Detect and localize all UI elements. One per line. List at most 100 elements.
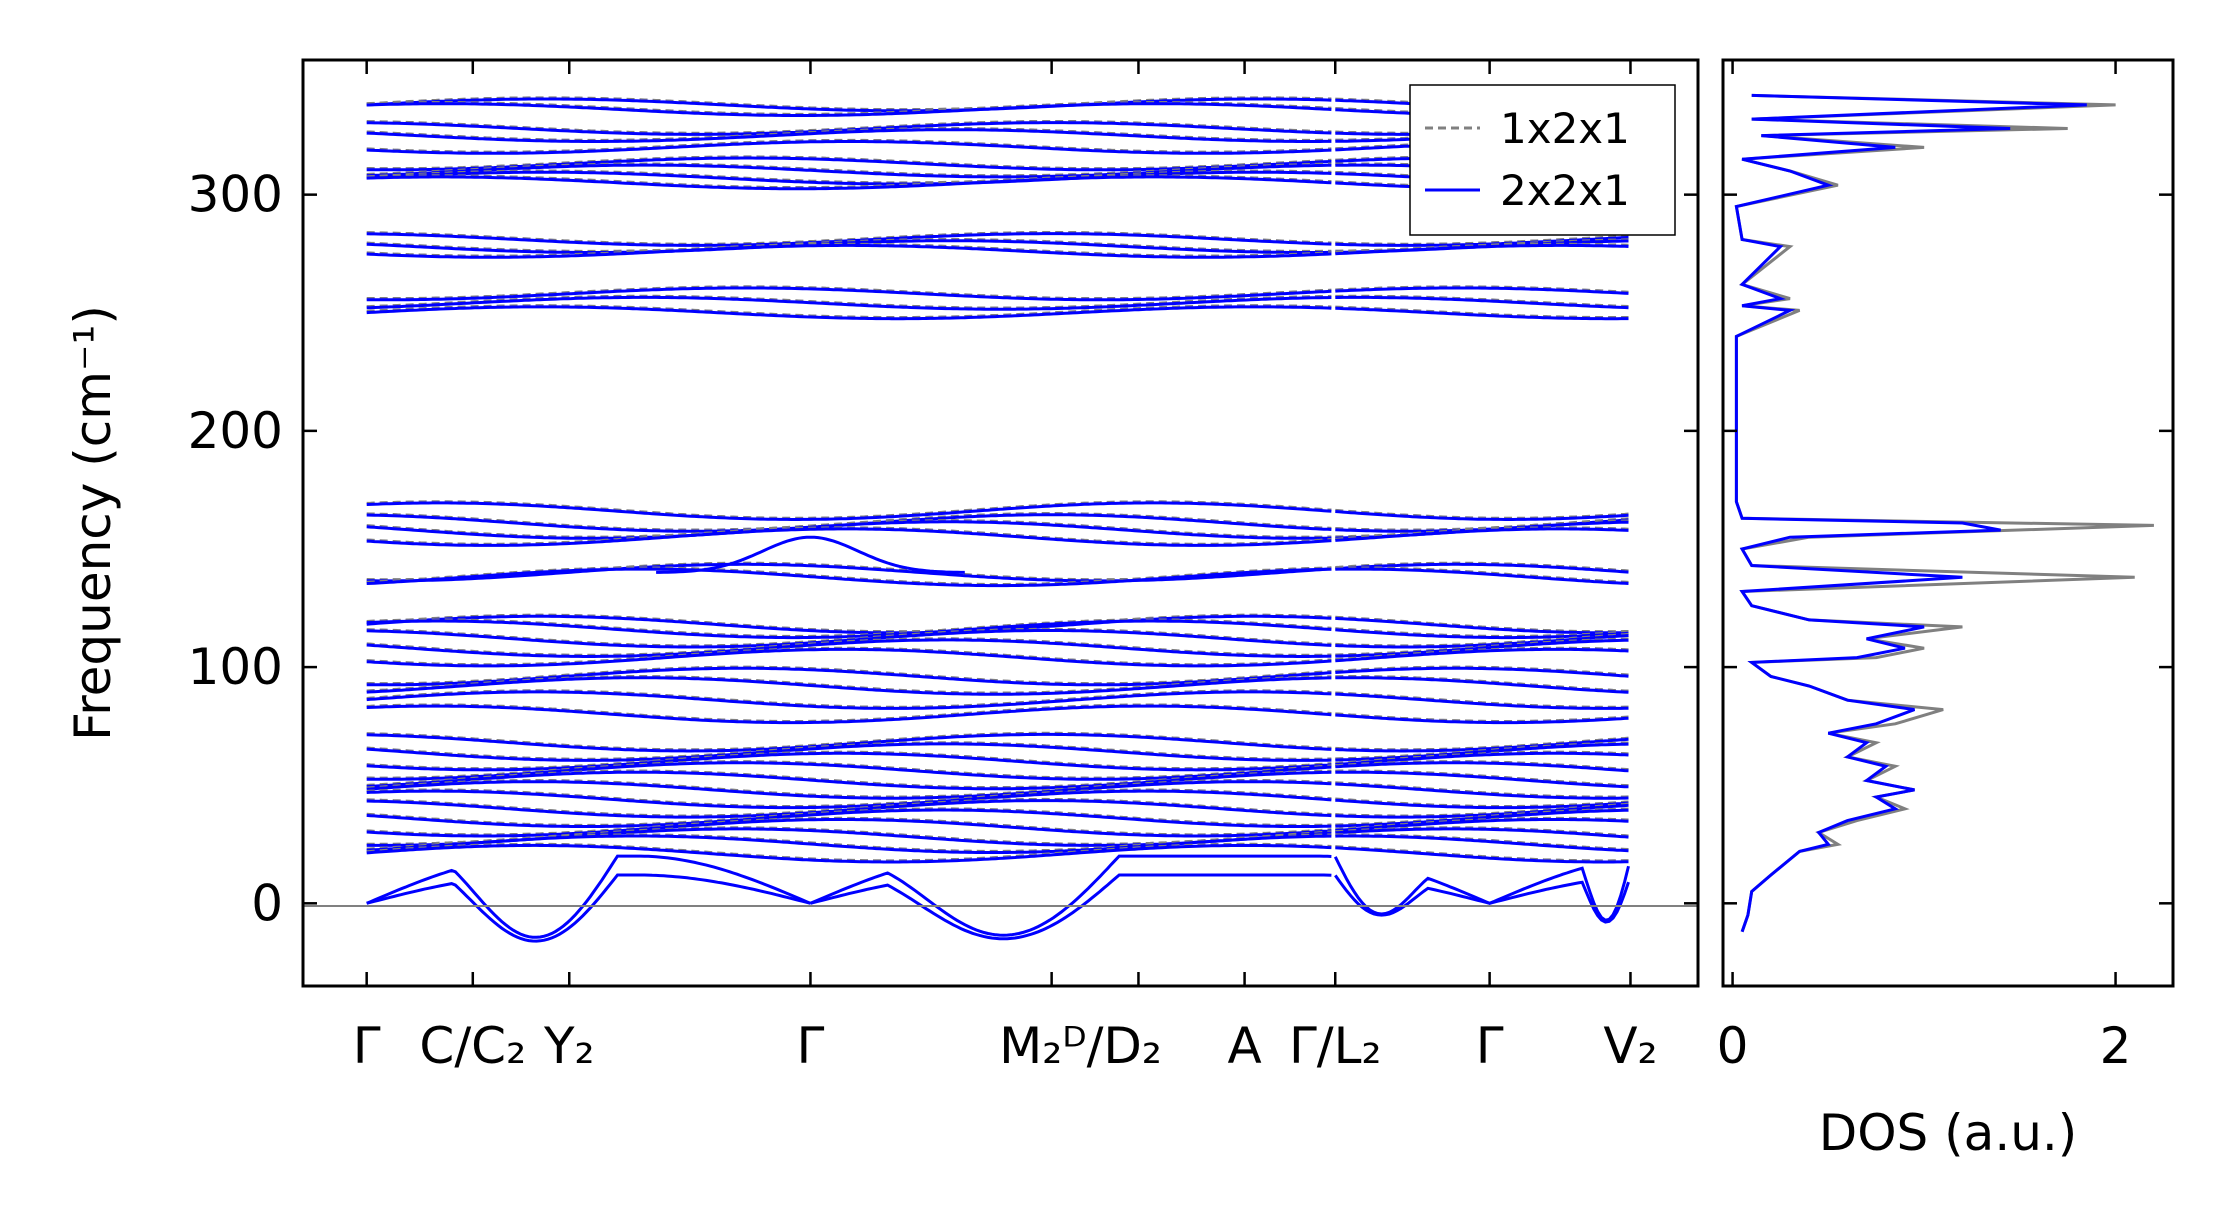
band-line (366, 799, 1332, 819)
x-path-label: C/C₂ (419, 1017, 526, 1075)
band-line (366, 140, 1332, 155)
dos-series-1x2x1 (1734, 93, 2154, 933)
band-line (366, 527, 1332, 547)
acoustic-branch (1333, 856, 1630, 922)
band-line (1335, 770, 1629, 789)
band-lines (366, 96, 1630, 943)
band-line (366, 732, 1332, 753)
legend-label-1x2x1: 1x2x1 (1500, 104, 1630, 153)
band-line (1335, 676, 1629, 694)
band-line (1335, 628, 1629, 640)
band-line (1335, 751, 1629, 766)
band-line (366, 170, 1332, 186)
acoustic-branch (809, 854, 1332, 937)
band-line (1335, 834, 1629, 853)
band-line (366, 834, 1332, 854)
band-line (366, 647, 1332, 668)
band-line (1335, 737, 1629, 753)
band-line (1335, 761, 1629, 773)
band-line (366, 770, 1332, 791)
acoustic-branch (366, 854, 811, 939)
band-line (366, 562, 1332, 583)
band-panel-frame (301, 58, 1700, 988)
band-line (1335, 306, 1629, 321)
band-line (366, 286, 1332, 302)
dos-x-tick-label: 2 (2100, 1017, 2132, 1075)
band-line (366, 619, 1332, 640)
band-line (1335, 782, 1629, 800)
band-line (366, 690, 1332, 710)
acoustic-branch (366, 873, 811, 943)
band-line (366, 175, 1332, 191)
dos-lines (1734, 93, 2154, 933)
x-path-label: Γ/L₂ (1289, 1017, 1382, 1075)
band-line (366, 520, 1332, 540)
y-axis-title: Frequency (cm⁻¹) (64, 305, 122, 741)
band-line (366, 704, 1332, 725)
y-tick-label: 200 (188, 402, 283, 460)
band-line (366, 780, 1332, 800)
y-tick-label: 100 (188, 638, 283, 696)
dos-panel-frame (1721, 58, 2175, 988)
band-x-ticks: Γ C/C₂ Y₂ Γ M₂ᴰ/D₂ A Γ/L₂ Γ V₂ (353, 60, 1658, 1075)
band-line (366, 614, 1332, 635)
x-path-label: Y₂ (543, 1017, 595, 1075)
legend-label-2x2x1: 2x2x1 (1500, 166, 1630, 215)
x-path-label: V₂ (1603, 1017, 1657, 1075)
dos-axis-title: DOS (a.u.) (1819, 1104, 2078, 1162)
x-path-label: M₂ᴰ/D₂ (999, 1017, 1162, 1075)
band-line (1335, 243, 1629, 256)
dos-series-2x2x1 (1734, 93, 2087, 933)
band-line (1335, 808, 1629, 828)
band-line (366, 751, 1332, 772)
band-line (366, 808, 1332, 828)
band-line (366, 243, 1332, 259)
band-line (1335, 286, 1629, 295)
legend: 1x2x1 2x2x1 (1409, 84, 1676, 236)
band-line (1335, 846, 1629, 864)
band-line (1335, 692, 1629, 710)
band-line (366, 789, 1332, 810)
band-structure-panel: 0 100 200 300 Γ C/C₂ Y₂ Γ M₂ᴰ/D₂ A Γ/L₂ Γ V₂ 1x2x1 … (64, 58, 1700, 1075)
band-line (1335, 616, 1629, 635)
band-line (1335, 666, 1629, 678)
band-line (1335, 803, 1629, 819)
band-line (366, 501, 1332, 521)
band-line (366, 638, 1332, 658)
band-line (366, 818, 1332, 838)
band-line (366, 676, 1332, 696)
band-line (1335, 647, 1629, 663)
band-line (1335, 634, 1629, 649)
band-line (366, 97, 1332, 113)
dos-y-ticks (1723, 193, 2173, 905)
band-line (366, 102, 1332, 117)
band-line (366, 567, 1332, 588)
band-line (366, 843, 1332, 864)
band-line (1335, 562, 1629, 574)
x-path-label: A (1227, 1017, 1261, 1075)
y-tick-label: 300 (188, 166, 283, 224)
band-line (1335, 638, 1629, 658)
dos-x-tick-label: 0 (1717, 1017, 1749, 1075)
band-line (366, 128, 1332, 143)
band-line (1335, 295, 1629, 310)
x-path-label: Γ (1476, 1017, 1504, 1075)
band-line (1335, 510, 1629, 521)
x-path-label: Γ (353, 1017, 381, 1075)
band-line (366, 742, 1332, 762)
band-line (366, 295, 1332, 311)
band-line (1335, 713, 1629, 725)
band-line (366, 163, 1332, 179)
band-y-ticks: 0 100 200 300 (188, 166, 1698, 932)
band-line (1335, 527, 1629, 542)
band-line (366, 305, 1332, 321)
x-path-label: Γ (797, 1017, 825, 1075)
band-line (1335, 567, 1629, 585)
legend-box (1409, 84, 1676, 236)
band-line (1335, 798, 1629, 810)
band-line (656, 535, 965, 574)
y-tick-label: 0 (251, 874, 283, 932)
